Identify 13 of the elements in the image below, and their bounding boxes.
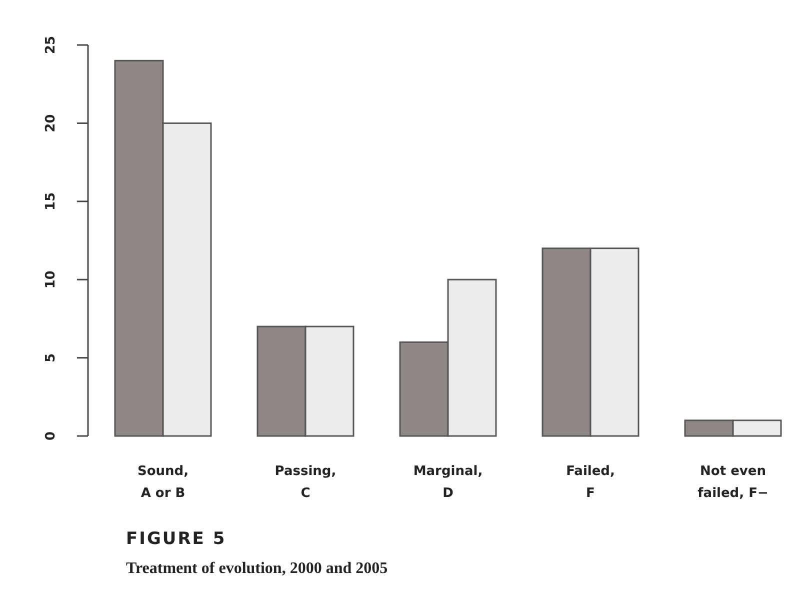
x-tick-label: Passing, C xyxy=(274,464,336,501)
x-tick-label: Sound, A or B xyxy=(137,464,189,501)
y-tick-label: 15 xyxy=(44,192,59,210)
text: Treatment of evolution, 2000 and 2005 xyxy=(126,560,388,577)
text: FIGURE 5 xyxy=(126,529,226,549)
y-tick-label: 25 xyxy=(44,36,59,54)
x-tick-label: Not even failed, F− xyxy=(698,464,768,501)
y-tick-label: 0 xyxy=(44,431,59,441)
y-tick-label: 10 xyxy=(44,270,59,289)
x-tick-label: Marginal, D xyxy=(413,464,483,501)
x-tick-label: Failed, F xyxy=(566,464,615,501)
y-tick-label: 20 xyxy=(44,114,59,132)
y-tick-label: 5 xyxy=(44,353,59,362)
